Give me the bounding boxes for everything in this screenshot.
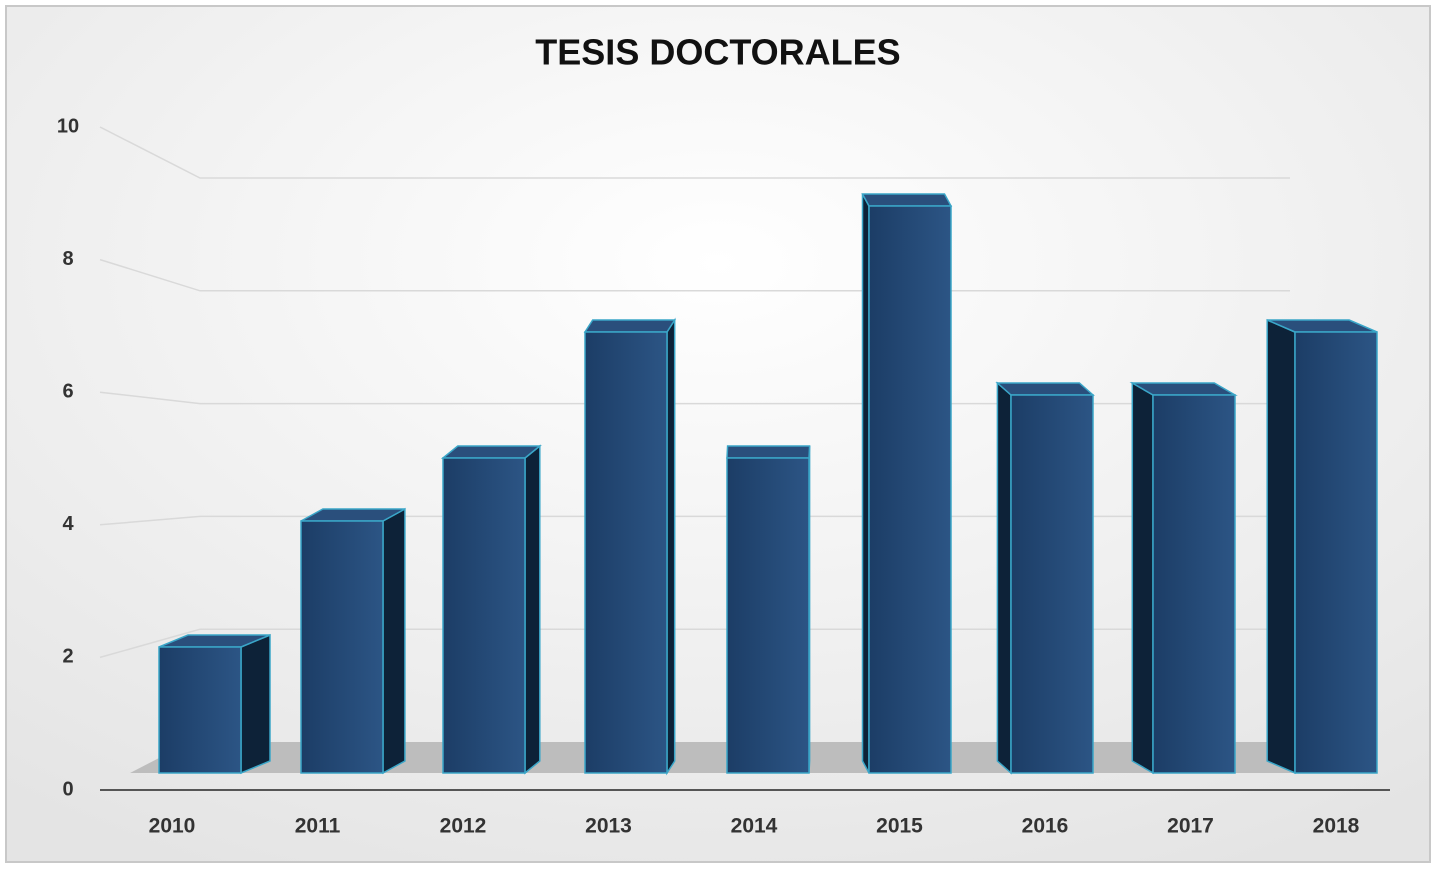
x-tick-label: 2010: [149, 815, 196, 838]
y-tick-label: 10: [57, 115, 79, 137]
bar: [158, 633, 271, 775]
bar-top: [995, 382, 1095, 396]
x-tick-label: 2018: [1313, 815, 1360, 838]
bar: [583, 317, 677, 776]
bar: [440, 444, 542, 775]
bar-front: [158, 646, 242, 774]
bar: [300, 507, 406, 775]
bar: [726, 445, 811, 774]
bar: [995, 381, 1095, 775]
y-tick-label: 4: [62, 513, 74, 535]
bar-front: [300, 520, 384, 774]
x-tick-label: 2014: [731, 815, 778, 838]
bar-side: [666, 317, 676, 776]
x-tick-label: 2016: [1022, 815, 1069, 838]
y-tick-label: 6: [62, 380, 73, 402]
bar-side: [524, 444, 541, 775]
bar-side: [996, 381, 1012, 775]
bar: [1129, 381, 1238, 775]
bar-front: [726, 457, 810, 774]
bar-side: [861, 193, 870, 774]
chart-title: TESIS DOCTORALES: [535, 32, 900, 73]
y-tick-label: 0: [62, 778, 73, 800]
x-tick-label: 2017: [1167, 815, 1214, 838]
bar-top: [726, 445, 811, 459]
bar-front: [1010, 394, 1094, 774]
bar-front: [868, 205, 952, 774]
x-tick-label: 2012: [440, 815, 487, 838]
bar-top: [861, 193, 953, 207]
bar-front: [584, 331, 668, 774]
x-tick-label: 2013: [585, 815, 632, 838]
bar-side: [1266, 318, 1296, 775]
bar-top: [583, 319, 677, 333]
bar-front: [442, 457, 526, 774]
bar-side: [1131, 381, 1154, 775]
y-tick-label: 2: [62, 646, 73, 668]
x-tick-label: 2015: [876, 815, 923, 838]
y-tick-label: 8: [62, 248, 73, 270]
bar-front: [1294, 331, 1378, 774]
bar-side: [382, 507, 406, 775]
x-tick-label: 2011: [295, 815, 341, 838]
bar-side: [240, 633, 271, 775]
bar-top: [440, 445, 542, 459]
bar: [861, 193, 953, 774]
bar-front: [1152, 394, 1236, 774]
bar: [1266, 318, 1378, 775]
grid-line: [99, 126, 1290, 179]
